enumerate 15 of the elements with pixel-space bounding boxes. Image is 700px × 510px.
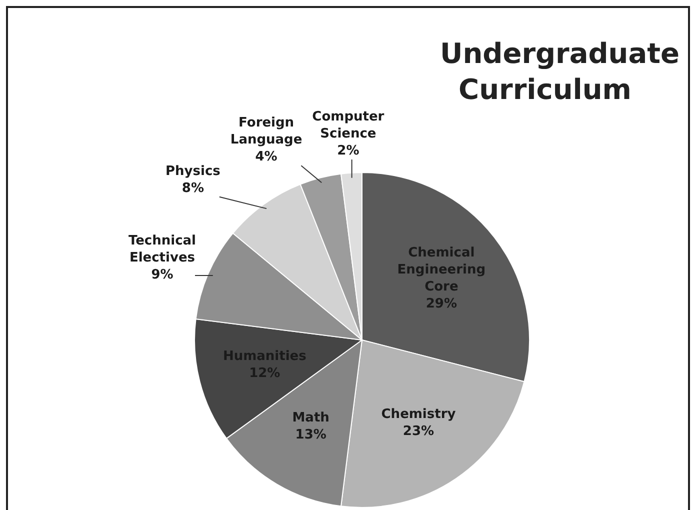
slice-label: Technical Electives: [128, 233, 196, 266]
data-label: 2%: [337, 143, 360, 158]
data-label: 23%: [402, 424, 434, 439]
slice-label: Computer Science: [312, 109, 385, 142]
data-label: 8%: [182, 180, 204, 196]
data-label: 4%: [255, 149, 278, 164]
slice-label: Chemistry: [381, 406, 456, 422]
slice-label: Math: [292, 410, 330, 426]
data-label: 9%: [151, 267, 174, 282]
data-label: 29%: [426, 296, 457, 312]
data-label: 13%: [295, 427, 326, 442]
slice-label: Chemical Engineering Core: [397, 245, 486, 294]
slice-label: Foreign Language: [230, 115, 302, 148]
chart-title: Undergraduate Curriculum: [440, 36, 680, 108]
slice-label: Physics: [166, 164, 221, 179]
